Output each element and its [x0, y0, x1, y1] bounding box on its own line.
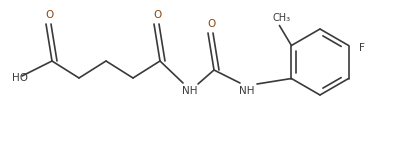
Text: CH₃: CH₃ — [272, 12, 290, 22]
Text: O: O — [207, 19, 215, 29]
Text: HO: HO — [12, 73, 28, 83]
Text: NH: NH — [239, 86, 255, 96]
Text: O: O — [153, 10, 161, 20]
Text: O: O — [45, 10, 53, 20]
Text: F: F — [358, 42, 364, 52]
Text: NH: NH — [182, 86, 198, 96]
